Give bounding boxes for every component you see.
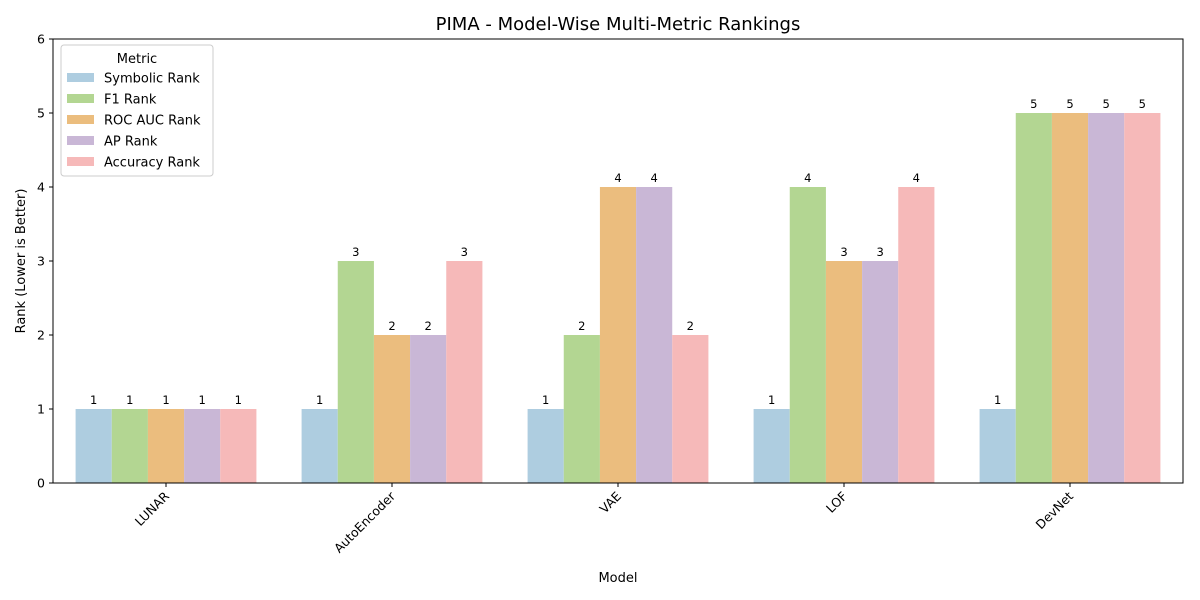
bar-value-label: 5: [1066, 97, 1073, 111]
bar: [147, 409, 185, 483]
y-tick-label: 4: [37, 180, 45, 195]
x-tick-label: DevNet: [1033, 488, 1077, 532]
bar-value-label: 1: [316, 393, 323, 407]
y-tick-label: 3: [37, 254, 45, 269]
legend-label: AP Rank: [104, 135, 158, 150]
bar: [563, 335, 600, 483]
legend-title: Metric: [117, 52, 157, 67]
bar-value-label: 2: [424, 319, 431, 333]
bar-value-label: 4: [614, 171, 621, 185]
legend-label: ROC AUC Rank: [104, 114, 201, 129]
y-tick-label: 1: [37, 402, 45, 417]
bar: [898, 187, 935, 483]
bar-value-label: 1: [126, 393, 133, 407]
y-axis: 0 1 2 3 4 5 6: [37, 32, 53, 491]
bar: [1051, 113, 1089, 483]
x-axis: LUNAR AutoEncoder VAE LOF DevNet: [132, 483, 1076, 556]
y-tick-label: 6: [37, 32, 45, 47]
x-tick-label: AutoEncoder: [331, 488, 399, 556]
bar-value-label: 3: [840, 245, 847, 259]
bar: [599, 187, 637, 483]
legend-label: Symbolic Rank: [104, 72, 200, 87]
bar: [373, 335, 411, 483]
y-tick-label: 5: [37, 106, 45, 121]
legend-swatch: [67, 157, 94, 166]
bar-value-label: 1: [162, 393, 169, 407]
bar: [979, 409, 1016, 483]
bar-value-label: 2: [687, 319, 694, 333]
bar: [410, 335, 447, 483]
bar: [446, 261, 483, 483]
legend-label: Accuracy Rank: [104, 156, 200, 171]
legend-label: F1 Rank: [104, 93, 157, 108]
bar-value-label: 3: [352, 245, 359, 259]
y-tick-label: 0: [37, 476, 45, 491]
bar: [789, 187, 826, 483]
bar-value-label: 5: [1030, 97, 1037, 111]
legend-swatch: [67, 73, 94, 82]
bars: [75, 113, 1161, 483]
x-tick-label: LOF: [823, 489, 850, 516]
bar: [111, 409, 148, 483]
x-tick-label: VAE: [596, 488, 624, 516]
bar-value-label: 5: [1139, 97, 1146, 111]
bar-value-label: 4: [913, 171, 920, 185]
bar: [184, 409, 221, 483]
data-labels: 1 1 1 1 1 1 3 2 2 3 1 2 4 4 2 1 4 3 3 4 1 5 5 5 5: [90, 97, 1146, 407]
bar: [1124, 113, 1161, 483]
bar: [220, 409, 257, 483]
legend-box: [60, 44, 214, 177]
legend-swatch: [67, 136, 94, 145]
bar: [862, 261, 899, 483]
bar: [1015, 113, 1052, 483]
y-tick-label: 2: [37, 328, 45, 343]
bar-value-label: 2: [578, 319, 585, 333]
bar: [75, 409, 112, 483]
bar-value-label: 1: [198, 393, 205, 407]
x-axis-label: Model: [598, 571, 637, 586]
legend: Metric Symbolic Rank F1 Rank ROC AUC Rank A…: [60, 44, 214, 177]
bar-value-label: 1: [542, 393, 549, 407]
bar-value-label: 5: [1102, 97, 1109, 111]
legend-swatch: [67, 115, 94, 124]
bar: [636, 187, 673, 483]
bar-value-label: 4: [650, 171, 657, 185]
bar: [1088, 113, 1125, 483]
plot-frame: [52, 38, 1184, 484]
legend-items: Symbolic Rank F1 Rank ROC AUC Rank AP Rank A…: [67, 72, 201, 171]
legend-swatch: [67, 94, 94, 103]
bar: [337, 261, 374, 483]
y-axis-label: Rank (Lower is Better): [14, 189, 29, 334]
chart-title: PIMA - Model-Wise Multi-Metric Rankings: [436, 14, 801, 35]
bar-value-label: 1: [90, 393, 97, 407]
bar-value-label: 1: [768, 393, 775, 407]
bar-value-label: 1: [994, 393, 1001, 407]
bar-value-label: 2: [388, 319, 395, 333]
bar-value-label: 1: [235, 393, 242, 407]
x-tick-label: LUNAR: [132, 488, 173, 529]
bar-value-label: 4: [804, 171, 811, 185]
bar: [753, 409, 790, 483]
bar-value-label: 3: [461, 245, 468, 259]
bar-value-label: 3: [876, 245, 883, 259]
bar: [301, 409, 338, 483]
bar: [825, 261, 863, 483]
bar: [672, 335, 709, 483]
bar: [527, 409, 564, 483]
